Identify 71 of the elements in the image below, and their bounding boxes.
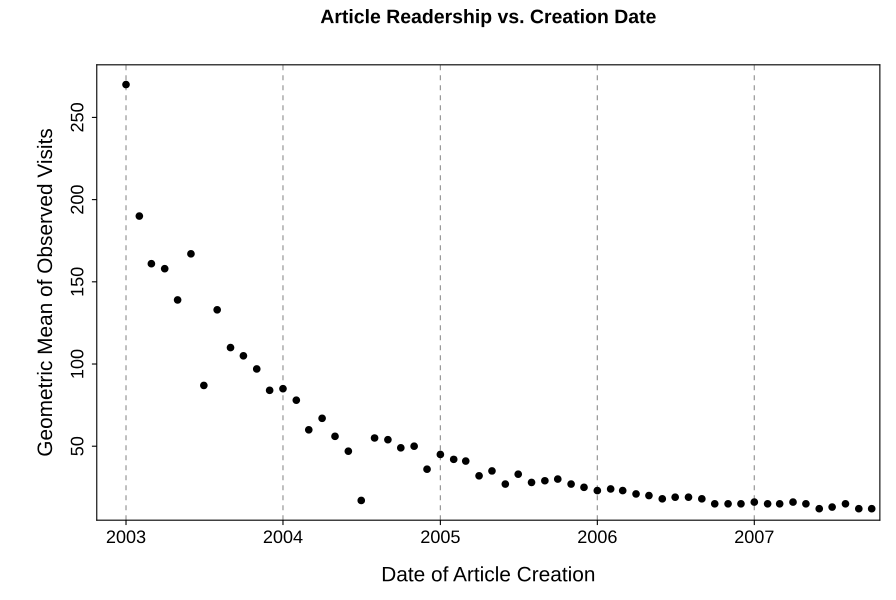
point <box>815 504 824 512</box>
point <box>828 503 836 511</box>
point <box>842 500 850 508</box>
point <box>174 296 182 304</box>
point <box>632 490 640 498</box>
point <box>136 212 144 220</box>
x-tick-label: 2007 <box>735 530 774 544</box>
point <box>776 500 784 508</box>
point <box>266 386 274 394</box>
point <box>148 260 156 268</box>
x-tick-label: 2005 <box>421 530 460 544</box>
point <box>213 306 221 314</box>
x-axis-title: Date of Article Creation <box>382 566 594 582</box>
point <box>502 480 510 488</box>
point <box>160 264 169 272</box>
point <box>475 472 483 480</box>
y-tick-label: 250 <box>70 103 84 132</box>
point <box>331 432 339 440</box>
point <box>226 344 234 352</box>
point <box>698 495 706 503</box>
point <box>122 80 130 88</box>
point <box>384 436 392 444</box>
y-tick-label: 50 <box>70 436 84 456</box>
point <box>671 493 679 501</box>
point <box>357 496 366 504</box>
point <box>854 504 863 512</box>
point <box>450 456 458 464</box>
point <box>554 475 562 483</box>
point <box>397 444 405 452</box>
point <box>187 250 195 258</box>
point <box>724 500 732 508</box>
point <box>410 442 418 450</box>
point <box>528 478 536 486</box>
point <box>645 492 653 500</box>
y-tick-label: 200 <box>70 185 84 214</box>
point <box>789 498 797 506</box>
point <box>436 450 444 458</box>
point <box>606 485 614 493</box>
point <box>252 365 261 373</box>
y-tick-label: 100 <box>70 350 84 378</box>
point <box>370 434 378 442</box>
x-tick-label: 2003 <box>106 530 146 544</box>
point <box>488 467 496 475</box>
chart-title: Article Readership vs. Creation Date <box>320 9 656 28</box>
point <box>567 480 575 488</box>
y-axis-title: Geometric Mean of Observed Visits <box>36 129 52 456</box>
point <box>200 382 208 390</box>
point <box>423 465 431 474</box>
point <box>710 500 719 508</box>
point <box>618 486 627 494</box>
point <box>541 476 549 485</box>
point <box>514 470 522 478</box>
point <box>344 447 352 455</box>
point <box>240 352 248 360</box>
x-tick-label: 2004 <box>264 530 303 544</box>
point <box>764 500 772 508</box>
point <box>750 498 758 506</box>
point <box>737 500 745 508</box>
point <box>279 384 287 392</box>
point <box>318 414 326 422</box>
y-tick-label: 150 <box>70 267 84 296</box>
point <box>658 495 666 503</box>
point <box>684 493 692 501</box>
x-tick-label: 2006 <box>578 530 617 544</box>
point <box>580 484 588 492</box>
point <box>292 396 300 404</box>
point <box>462 457 470 465</box>
point <box>802 500 810 508</box>
point <box>868 504 876 512</box>
point <box>594 486 602 494</box>
point <box>304 426 313 434</box>
